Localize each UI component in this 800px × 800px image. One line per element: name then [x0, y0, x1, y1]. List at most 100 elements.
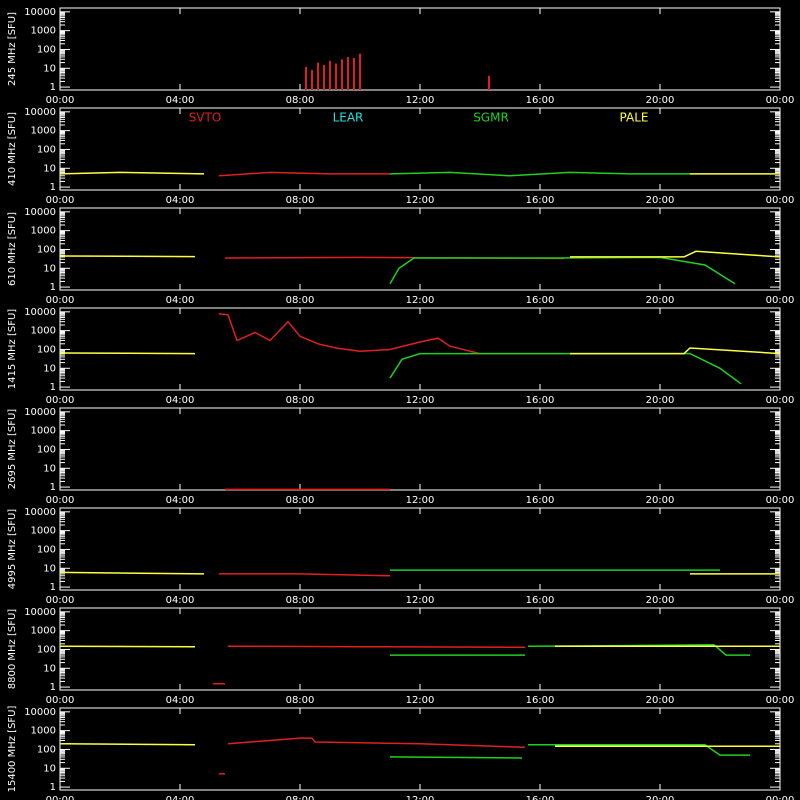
- y-tick-label: 10: [43, 763, 56, 774]
- y-tick-label: 1000: [31, 226, 56, 237]
- x-tick-label: 12:00: [406, 295, 435, 306]
- y-tick-label: 100: [37, 544, 56, 555]
- series-line: [213, 645, 526, 685]
- y-tick-label: 100: [37, 444, 56, 455]
- series-line: [218, 171, 390, 177]
- y-axis-label: 8800 MHz [SFU]: [7, 609, 18, 690]
- x-tick-label: 04:00: [166, 595, 195, 606]
- x-tick-label: 16:00: [526, 695, 555, 706]
- x-tick-label: 04:00: [166, 495, 195, 506]
- x-tick-label: 00:00: [46, 195, 75, 206]
- x-tick-label: 16:00: [526, 295, 555, 306]
- y-tick-label: 1: [50, 582, 56, 593]
- y-tick-label: 1: [50, 682, 56, 693]
- x-tick-label: 20:00: [646, 295, 675, 306]
- plot-frame: [59, 307, 781, 391]
- x-tick-label: 04:00: [166, 395, 195, 406]
- x-tick-label: 00:00: [46, 595, 75, 606]
- y-axis-label: 4995 MHz [SFU]: [7, 509, 18, 590]
- x-tick-label: 00:00: [46, 795, 75, 800]
- x-tick-label: 16:00: [526, 395, 555, 406]
- series-line: [389, 171, 690, 177]
- x-tick-label: 16:00: [526, 195, 555, 206]
- series-line: [389, 743, 750, 759]
- x-tick-label: 12:00: [406, 795, 435, 800]
- y-tick-label: 100: [37, 344, 56, 355]
- x-tick-label: 20:00: [646, 595, 675, 606]
- x-tick-label: 08:00: [286, 595, 315, 606]
- y-tick-label: 10: [43, 263, 56, 274]
- x-tick-label: 20:00: [646, 795, 675, 800]
- plot-frame: [59, 7, 781, 91]
- x-tick-label: 20:00: [646, 95, 675, 106]
- x-tick-label: 00:00: [766, 395, 795, 406]
- x-tick-label: 08:00: [286, 495, 315, 506]
- x-tick-label: 00:00: [766, 295, 795, 306]
- x-tick-label: 20:00: [646, 695, 675, 706]
- y-tick-label: 100: [37, 744, 56, 755]
- x-tick-label: 16:00: [526, 595, 555, 606]
- legend-entry: LEAR: [333, 111, 364, 125]
- x-tick-label: 00:00: [46, 395, 75, 406]
- y-tick-label: 10000: [24, 607, 56, 618]
- y-tick-label: 1: [50, 482, 56, 493]
- x-tick-label: 00:00: [766, 795, 795, 800]
- x-tick-label: 16:00: [526, 795, 555, 800]
- x-tick-label: 04:00: [166, 295, 195, 306]
- x-tick-label: 12:00: [406, 95, 435, 106]
- y-tick-label: 1: [50, 282, 56, 293]
- y-tick-label: 100: [37, 44, 56, 55]
- y-tick-label: 10000: [24, 307, 56, 318]
- y-axis-label: 610 MHz [SFU]: [7, 212, 18, 286]
- x-tick-label: 12:00: [406, 595, 435, 606]
- y-tick-label: 1: [50, 782, 56, 793]
- y-tick-label: 1000: [31, 526, 56, 537]
- x-tick-label: 04:00: [166, 695, 195, 706]
- series-line: [59, 347, 781, 355]
- y-axis-label: 1415 MHz [SFU]: [7, 309, 18, 390]
- y-tick-label: 1: [50, 82, 56, 93]
- x-tick-label: 20:00: [646, 195, 675, 206]
- y-tick-label: 1000: [31, 626, 56, 637]
- x-tick-label: 04:00: [166, 95, 195, 106]
- plot-frame: [59, 107, 781, 191]
- x-tick-label: 04:00: [166, 795, 195, 800]
- y-tick-label: 10000: [24, 507, 56, 518]
- y-tick-label: 1: [50, 382, 56, 393]
- x-tick-label: 12:00: [406, 695, 435, 706]
- plot-frame: [59, 507, 781, 591]
- x-tick-label: 08:00: [286, 195, 315, 206]
- x-tick-label: 08:00: [286, 395, 315, 406]
- x-tick-label: 08:00: [286, 795, 315, 800]
- y-axis-label: 2695 MHz [SFU]: [7, 409, 18, 490]
- series-line: [218, 312, 564, 355]
- y-tick-label: 10000: [24, 707, 56, 718]
- y-tick-label: 1000: [31, 126, 56, 137]
- series-line: [59, 250, 781, 258]
- x-tick-label: 00:00: [766, 195, 795, 206]
- x-tick-label: 16:00: [526, 495, 555, 506]
- x-tick-label: 16:00: [526, 95, 555, 106]
- legend-entry: PALE: [620, 111, 649, 125]
- y-axis-label: 15400 MHz [SFU]: [7, 706, 18, 793]
- y-axis-label: 410 MHz [SFU]: [7, 112, 18, 186]
- y-tick-label: 10: [43, 163, 56, 174]
- y-tick-label: 100: [37, 644, 56, 655]
- series-line: [389, 352, 742, 385]
- y-tick-label: 10: [43, 663, 56, 674]
- x-tick-label: 00:00: [46, 95, 75, 106]
- y-tick-label: 10000: [24, 207, 56, 218]
- y-tick-label: 1000: [31, 326, 56, 337]
- y-tick-label: 10: [43, 463, 56, 474]
- series-line: [389, 256, 736, 285]
- x-tick-label: 08:00: [286, 295, 315, 306]
- legend-entry: SVTO: [189, 111, 222, 125]
- y-tick-label: 10: [43, 363, 56, 374]
- series-line: [219, 737, 526, 775]
- x-tick-label: 00:00: [766, 95, 795, 106]
- x-tick-label: 08:00: [286, 95, 315, 106]
- plot-frame: [59, 707, 781, 791]
- y-tick-label: 10000: [24, 107, 56, 118]
- plot-frame: [59, 607, 781, 691]
- x-tick-label: 12:00: [406, 195, 435, 206]
